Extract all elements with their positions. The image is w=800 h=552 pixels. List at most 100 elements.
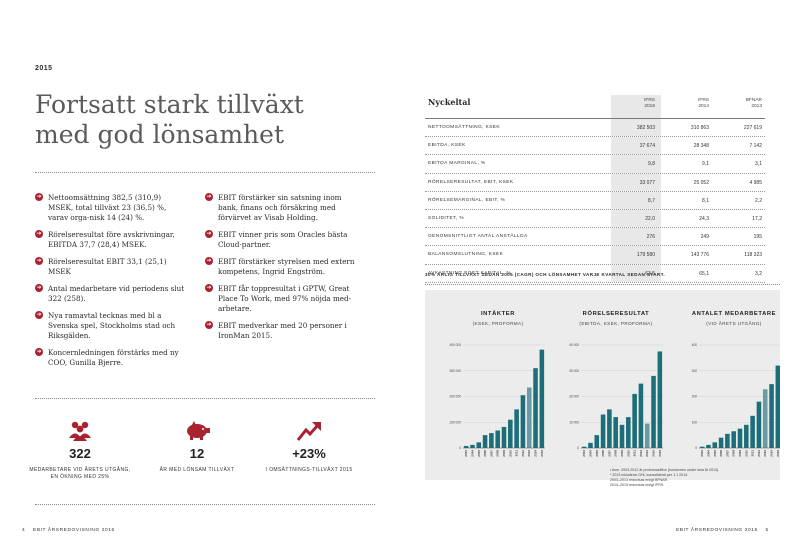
table-row: RÖRELSERESULTAT, EBIT, KSEK 33 077 25 052 4… [425,173,765,192]
col-shade [611,228,661,246]
y-tick-label: 20 000 [569,395,579,399]
cell-v2014: 25 052 [693,179,709,186]
arrow-bullet-icon: ➔ [35,257,43,265]
x-tick-label: 2010 [508,450,512,457]
row-label: NETTOOMSÄTTNING, KSEK [428,125,501,130]
row-label: GENOMSNITTLIGT ANTAL ANSTÄLLDA [428,234,528,240]
bar [514,409,519,448]
x-tick-label: 2015 [540,450,544,457]
bar [482,435,488,448]
note-line: 2014–2015 redovisas enligt IFRS. [610,483,665,487]
bar [600,414,606,448]
y-tick-label: 400 000 [449,343,461,347]
stat-employees: 322 MEDARBETARE VID ÅRETS UTGÅNG, EN ÖKN… [25,418,135,481]
stat-label: MEDARBETARE VID ÅRETS UTGÅNG, EN ÖKNING … [29,467,131,480]
col-header-2015: IFRS 2015 [615,98,655,110]
bar [626,417,631,448]
table-row: EBITDA MARGINAL, % 9,8 9,1 3,1 [425,155,765,174]
cell-v2015: 276 [646,234,655,241]
table-row: EBITDA, KSEK 37 674 28 348 7 142 [425,137,765,156]
bullet-text: EBIT medverkar med 20 personer i IronMan… [218,321,347,340]
arrow-bullet-icon: ➔ [205,284,213,292]
col-header-line: IFRS [698,98,709,103]
arrow-bullet-icon: ➔ [35,230,43,238]
x-tick-label: 2014 [534,450,538,457]
cell-v2013: 3,1 [755,161,762,168]
x-tick-label: 2004 [470,450,474,457]
piggy-bank-icon [142,418,252,444]
cell-v2013: 3,2 [755,270,762,277]
y-tick-label: 100 [692,420,698,424]
bar [651,375,656,448]
bullet-text: EBIT får toppresultat i GPTW, Great Plac… [218,284,352,313]
y-tick-label: 30 000 [569,369,579,373]
bullet-item: ➔ Nya ramavtal tecknas med bl a Svenska s… [35,311,185,341]
y-tick-label: 0 [577,446,579,450]
cell-v2014: 65,1 [699,270,709,277]
row-label: EBITDA MARGINAL, % [428,161,486,167]
divider-middle [35,398,375,399]
col-shade [611,173,661,191]
left-footer: 4 EBIT ÅRSREDOVISNING 2015 [22,528,115,533]
bar [501,426,507,448]
table-title: Nyckeltal [428,97,471,107]
row-label: RÖRELSERESULTAT, EBIT, KSEK [428,179,514,185]
note-line: * 2013 inkluderar OHI, konsoliderat per … [610,473,689,477]
cell-v2015: 382 503 [636,125,655,131]
x-tick-label: 2011 [751,450,755,457]
divider-top [35,172,375,173]
col-header-line: BFNAR [745,98,762,103]
x-tick-label: 2015 [776,450,780,457]
x-tick-label: 2011 [633,450,637,457]
chart-subtitle: (KSEK, PROFORMA) [473,321,524,326]
arrow-bullet-icon: ➔ [205,193,213,201]
bullet-item: ➔ EBIT förstärker sin satsning inom bank,… [205,193,355,223]
bar [718,437,724,448]
bullet-text: Rörelseresultat EBIT 33,1 (25,1) MSEK [48,257,167,276]
cell-v2013: 2,2 [755,197,762,204]
cell-v2014: 143 776 [690,252,709,259]
cell-v2015: 8,7 [648,197,655,204]
bar [594,435,600,448]
x-tick-label: 2013 [527,450,531,457]
cell-v2015: 37 674 [639,143,655,150]
chart-title: RÖRELSERESULTAT [583,310,650,317]
arrow-bullet-icon: ➔ [35,284,43,292]
cell-v2014: 9,1 [702,161,709,168]
col-shade [611,191,661,209]
table-row: NETTOOMSÄTTNING, KSEK 382 503 310 863 227 6… [425,119,765,138]
cell-v2013: 17,2 [752,215,762,222]
x-tick-label: 2005 [595,450,599,457]
bullet-item: ➔ Rörelseresultat före avskrivningar, EBI… [35,230,185,250]
row-label: BALANSOMSLUTNING, KSEK [428,252,504,258]
x-tick-label: 2007 [607,450,611,457]
col-header-2013: BFNAR 2013 [722,98,762,110]
charts-panel [425,290,780,480]
bar [470,444,475,448]
cell-v2014: 8,1 [702,197,709,204]
chart-title: INTÄKTER [481,310,515,317]
x-tick-label: 2005 [713,450,717,457]
y-tick-label: 100 000 [449,420,461,424]
col-header-line: 2013 [751,104,762,109]
cell-v2014: 310 863 [690,125,709,131]
x-tick-label: 2009 [502,450,506,457]
x-tick-label: 2009 [738,450,742,457]
bar [526,387,532,448]
row-label: SOLIDITET, % [428,215,464,221]
x-tick-label: 2011 [515,450,519,457]
growth-arrow-icon [254,418,364,444]
cell-v2013: 227 619 [743,125,762,131]
stat-value: 322 [69,446,91,461]
bar [476,442,482,448]
col-shade [611,209,661,228]
bullet-item: ➔ Nettoomsättning 382,5 (310,9) MSEK, tot… [35,193,185,223]
cell-v2015: 9,8 [648,161,655,168]
stat-value: +23% [292,446,326,461]
col-shade [611,264,661,282]
table-row: BALANSOMSLUTNING, KSEK 179 580 143 776 118 … [425,246,765,265]
x-tick-label: 2013 [763,450,767,457]
chart-subtitle: (EBITDA, KSEK, PROFORMA) [579,321,652,326]
cell-v2014: 249 [700,234,709,241]
bar [775,365,780,448]
